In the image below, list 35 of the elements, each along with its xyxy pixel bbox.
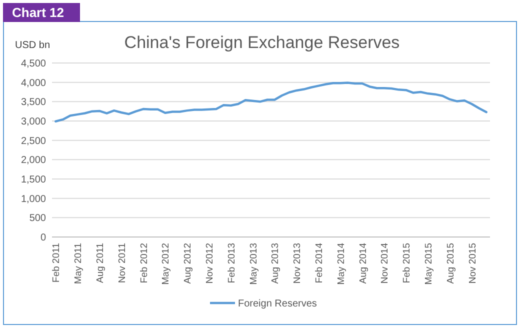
x-tick-label: May 2014 [336, 243, 347, 285]
x-tick-label: Feb 2014 [314, 243, 325, 284]
chart-title: China's Foreign Exchange Reserves [124, 33, 400, 52]
line-series [54, 82, 488, 123]
x-tick-label: Aug 2012 [182, 243, 194, 284]
x-tick-label: Feb 2011 [51, 243, 62, 282]
x-tick-label: May 2015 [423, 243, 434, 285]
x-tick-label: May 2011 [73, 243, 84, 284]
x-tick-label: Feb 2013 [226, 243, 238, 284]
x-tick-label: May 2012 [160, 243, 172, 285]
y-tick-label: 1,500 [20, 174, 46, 186]
x-tick-label: Feb 2012 [138, 243, 150, 284]
x-tick-label: Nov 2015 [467, 243, 478, 284]
y-tick-label: 0 [40, 232, 46, 244]
x-tick-label: Nov 2012 [204, 243, 216, 284]
y-tick-label: 2,500 [20, 136, 46, 147]
x-tick-label: May 2013 [248, 243, 260, 285]
x-tick-label: Aug 2015 [445, 243, 456, 284]
x-tick-label: Aug 2013 [270, 243, 282, 284]
x-tick-label: Feb 2015 [402, 243, 413, 284]
x-tick-label: Aug 2014 [358, 243, 369, 284]
x-tick-label: Aug 2011 [94, 243, 106, 283]
y-axis-title: USD bn [15, 40, 50, 51]
y-tick-label: 3,000 [20, 116, 46, 128]
y-tick-label: 4,500 [20, 58, 46, 70]
legend-label: Foreign Reserves [238, 298, 317, 310]
x-tick-label: Nov 2011 [116, 243, 128, 283]
caption: Chart 12 [12, 5, 64, 20]
y-tick-label: 3,500 [20, 97, 46, 108]
y-tick-label: 4,000 [20, 78, 46, 89]
x-tick-label: Nov 2013 [292, 243, 304, 284]
y-tick-label: 2,000 [20, 155, 46, 166]
y-tick-label: 1,000 [20, 194, 46, 205]
y-tick-label: 500 [29, 213, 46, 224]
x-tick-label: Nov 2014 [380, 243, 391, 284]
